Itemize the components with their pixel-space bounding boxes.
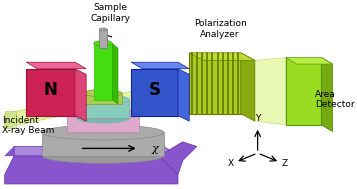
Polygon shape	[241, 53, 255, 121]
Polygon shape	[26, 69, 75, 116]
Polygon shape	[26, 62, 86, 69]
Polygon shape	[321, 57, 333, 132]
Ellipse shape	[67, 108, 139, 119]
Text: N: N	[44, 81, 57, 99]
Text: Y: Y	[255, 114, 260, 123]
Polygon shape	[5, 146, 14, 156]
Polygon shape	[99, 29, 107, 48]
Polygon shape	[5, 156, 178, 184]
Text: Area
Detector: Area Detector	[315, 90, 355, 109]
Polygon shape	[159, 142, 197, 175]
Polygon shape	[178, 69, 189, 121]
Ellipse shape	[77, 95, 129, 104]
Ellipse shape	[42, 125, 164, 140]
Text: X: X	[228, 159, 234, 167]
Polygon shape	[286, 57, 321, 125]
Polygon shape	[5, 98, 80, 128]
Text: Z: Z	[281, 159, 287, 167]
Text: Polarization
Analyzer: Polarization Analyzer	[194, 19, 247, 39]
Polygon shape	[189, 53, 255, 60]
Polygon shape	[67, 114, 139, 132]
Polygon shape	[189, 53, 241, 114]
Polygon shape	[75, 69, 86, 121]
Ellipse shape	[67, 127, 139, 138]
Polygon shape	[84, 93, 122, 104]
Polygon shape	[122, 78, 197, 112]
Polygon shape	[77, 100, 129, 118]
Text: Incident
X-ray Beam: Incident X-ray Beam	[2, 116, 54, 135]
Polygon shape	[5, 111, 16, 128]
Polygon shape	[112, 43, 118, 104]
Ellipse shape	[77, 114, 129, 123]
Polygon shape	[94, 43, 112, 100]
Ellipse shape	[84, 89, 122, 97]
Polygon shape	[286, 57, 333, 64]
Polygon shape	[42, 132, 164, 156]
Text: χ: χ	[152, 144, 159, 154]
Polygon shape	[14, 146, 178, 156]
Ellipse shape	[94, 41, 112, 46]
Polygon shape	[255, 57, 286, 125]
Text: S: S	[149, 81, 161, 99]
Polygon shape	[131, 62, 189, 69]
Ellipse shape	[99, 28, 107, 31]
Text: Sample
Capillary: Sample Capillary	[91, 3, 131, 23]
Ellipse shape	[42, 148, 164, 163]
Polygon shape	[189, 53, 197, 114]
Polygon shape	[131, 69, 178, 116]
